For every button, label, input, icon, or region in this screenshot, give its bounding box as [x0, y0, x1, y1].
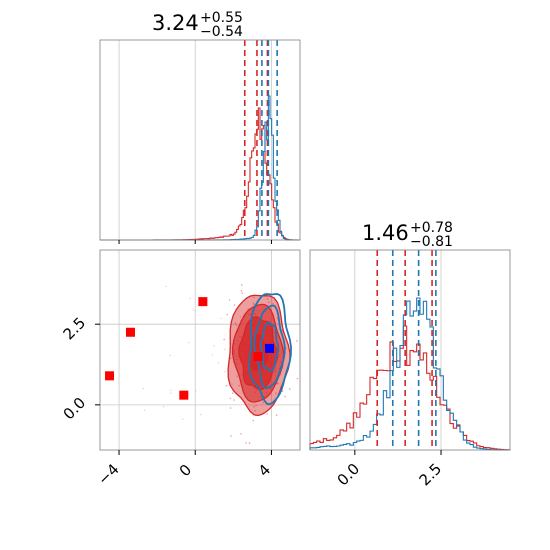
sample-dot: [266, 298, 269, 300]
sample-dot: [170, 392, 172, 394]
contour-blue-1: [253, 304, 286, 390]
sample-dot: [182, 418, 184, 420]
sample-dot: [211, 354, 214, 356]
title-top-left-lower: −0.54: [200, 24, 243, 40]
x-tick-label-4: 4: [255, 461, 274, 480]
histogram-red: [309, 325, 511, 451]
sample-dot: [231, 383, 233, 385]
sample-dot: [296, 377, 299, 380]
sample-dot: [275, 392, 277, 395]
sample-dot: [245, 442, 247, 444]
sample-dot: [229, 397, 232, 400]
marker-square-1: [125, 327, 135, 337]
sample-dot: [234, 322, 237, 324]
marker-square-2: [179, 390, 189, 400]
title-top-left: 3.24: [152, 11, 199, 35]
sample-dot: [275, 414, 278, 416]
title-bottom-right: 1.46: [362, 221, 409, 245]
sample-dot: [296, 340, 298, 342]
sample-dot: [235, 324, 238, 327]
sample-dot: [233, 304, 236, 306]
sample-dot: [241, 292, 244, 294]
br-x-tick-label-0.0: 0.0: [334, 460, 364, 490]
histogram-blue: [100, 95, 300, 241]
sample-dot: [240, 316, 242, 318]
sample-dot: [233, 399, 235, 401]
sample-dot: [284, 395, 286, 398]
sample-dot: [143, 409, 146, 411]
contour-blue-2: [259, 321, 280, 373]
y-tick-label-2.5: 2.5: [60, 314, 90, 344]
sample-dot: [230, 435, 232, 437]
title-bottom-right-upper: +0.78: [410, 220, 453, 236]
sample-dot: [240, 432, 242, 435]
sample-dot: [240, 289, 243, 292]
sample-dot: [252, 419, 255, 422]
sample-dot: [162, 405, 165, 408]
x-tick-label-neg4: −4: [94, 460, 122, 488]
sample-dot: [193, 309, 195, 312]
marker-square-4: [253, 351, 263, 361]
y-tick-label-0.0: 0.0: [60, 394, 90, 424]
sample-dot: [142, 387, 145, 390]
sample-dot: [240, 284, 243, 286]
sample-dot: [226, 313, 228, 316]
sample-dot: [189, 297, 191, 300]
sample-dot: [266, 413, 268, 415]
sample-dot: [229, 407, 232, 409]
sample-dot: [252, 303, 255, 306]
panel-bottom-left: [95, 249, 301, 455]
sample-dot: [238, 384, 240, 387]
sample-dot: [224, 348, 226, 350]
sample-dot: [200, 413, 202, 416]
sample-dot: [255, 404, 257, 407]
sample-dot: [252, 302, 255, 304]
sample-dot: [253, 405, 255, 408]
sample-dot: [236, 375, 239, 378]
title-bottom-right-lower: −0.81: [410, 234, 453, 250]
x-tick-label-0: 0: [176, 461, 195, 480]
sample-dot: [225, 384, 228, 387]
panel-top-left: [99, 39, 301, 244]
marker-square-0: [105, 371, 115, 381]
sample-dot: [231, 392, 234, 394]
marker-square-5: [265, 343, 275, 353]
sample-dot: [288, 388, 291, 390]
sample-dot: [228, 299, 231, 301]
sample-dot: [253, 296, 255, 299]
sample-dot: [248, 442, 251, 444]
sample-dot: [229, 357, 232, 360]
marker-square-3: [198, 297, 208, 307]
sample-dot: [254, 409, 256, 412]
title-top-left-upper: +0.55: [200, 10, 243, 26]
panel-bottom-right: [309, 249, 511, 455]
sample-dot: [220, 317, 222, 320]
sample-dot: [169, 354, 171, 357]
contour-blue-0: [248, 293, 292, 406]
sample-dot: [281, 390, 284, 393]
sample-dot: [277, 382, 280, 385]
sample-dot: [267, 301, 270, 304]
sample-dot: [213, 345, 215, 347]
sample-dot: [262, 401, 264, 404]
histogram-blue: [309, 297, 511, 451]
sample-dot: [165, 285, 167, 288]
sample-dot: [195, 390, 197, 392]
sample-dot: [272, 303, 274, 305]
sample-dot: [188, 341, 190, 344]
br-x-tick-label-2.5: 2.5: [416, 460, 446, 490]
sample-dot: [217, 362, 220, 364]
sample-dot: [224, 370, 226, 373]
sample-dot: [170, 389, 172, 392]
histogram-red: [100, 107, 301, 241]
sample-dot: [223, 338, 226, 341]
